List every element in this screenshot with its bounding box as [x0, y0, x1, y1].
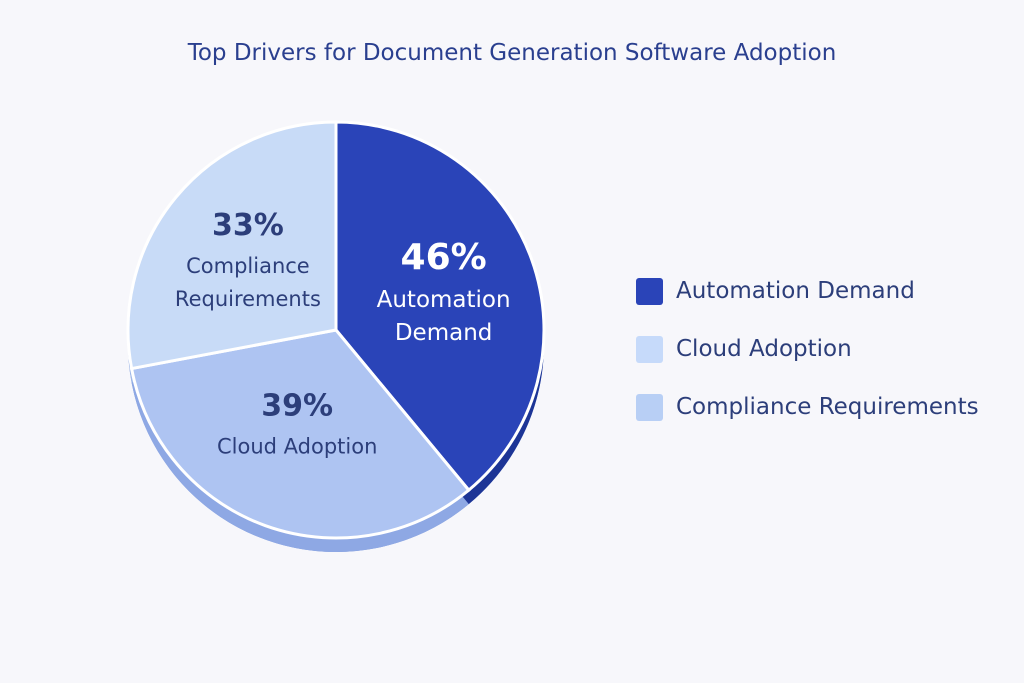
- legend-swatch: [636, 393, 663, 421]
- legend-label: Automation Demand: [676, 278, 915, 304]
- legend-label: Cloud Adoption: [676, 336, 852, 362]
- slice-category-label: Demand: [395, 320, 493, 346]
- legend-swatch: [636, 335, 663, 363]
- pie-slice-compliance-requirements[interactable]: [126, 120, 338, 371]
- legend-swatch: [636, 277, 663, 305]
- slice-value-label: 39%: [261, 389, 333, 424]
- slice-category-label: Requirements: [175, 287, 321, 311]
- slice-category-label: Compliance: [186, 254, 310, 278]
- slice-category-label: Cloud Adoption: [217, 435, 377, 459]
- pie-slice-cloud-adoption[interactable]: [129, 328, 471, 540]
- slice-value-label: 46%: [401, 237, 487, 278]
- pie-slice-automation-demand[interactable]: [334, 120, 546, 493]
- slice-value-label: 33%: [212, 208, 284, 243]
- legend-item[interactable]: Automation Demand: [636, 262, 979, 320]
- legend: Automation Demand Cloud Adoption Complianc…: [636, 262, 979, 436]
- chart-title: Top Drivers for Document Generation Soft…: [187, 40, 837, 66]
- legend-item[interactable]: Cloud Adoption: [636, 320, 979, 378]
- legend-item[interactable]: Compliance Requirements: [636, 378, 979, 436]
- legend-label: Compliance Requirements: [676, 394, 979, 420]
- slice-category-label: Automation: [377, 287, 511, 313]
